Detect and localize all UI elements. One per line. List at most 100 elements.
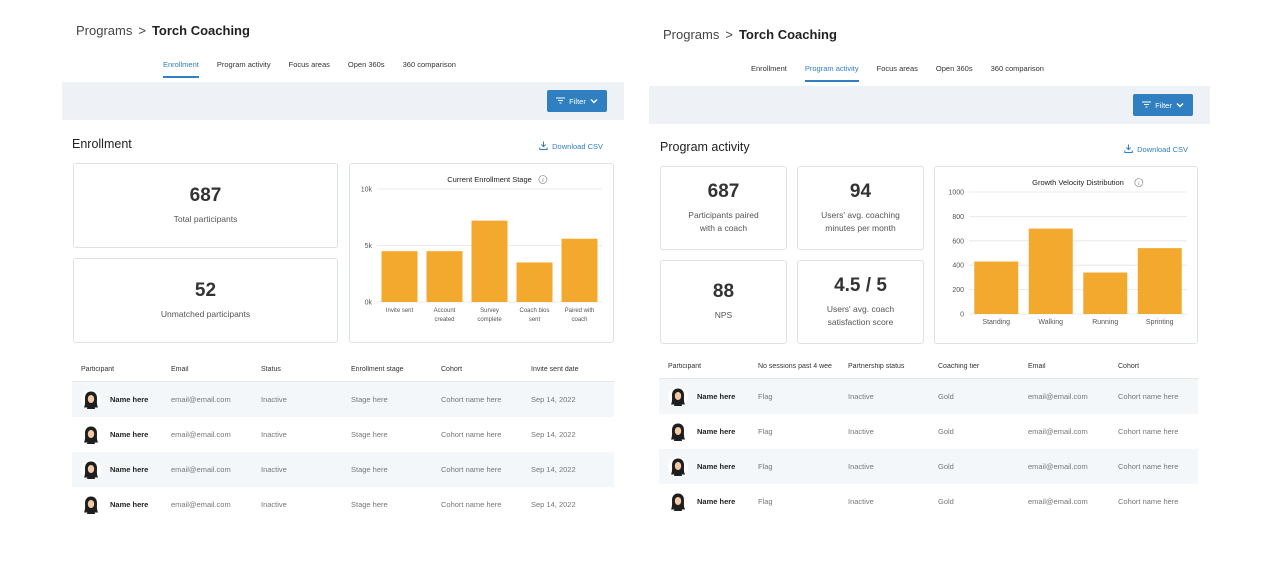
chart-svg: Growth Velocity Distribution i 0 200 400 600 8… <box>948 178 1187 326</box>
table-cell: Gold <box>938 392 954 401</box>
participant-name[interactable]: Name here <box>110 465 149 474</box>
tab-enrollment[interactable]: Enrollment <box>751 64 787 73</box>
download-icon <box>539 141 548 152</box>
tab-focus-areas[interactable]: Focus areas <box>288 60 330 69</box>
table-body: Name here Flag Inactive Gold email@email.com… <box>659 379 1198 519</box>
participant-name[interactable]: Name here <box>110 500 149 509</box>
filter-label: Filter <box>1155 100 1172 110</box>
tab-program-activity[interactable]: Program activity <box>216 60 271 69</box>
download-csv-link[interactable]: Download CSV <box>539 141 603 152</box>
x-tick-label: sent <box>529 317 541 323</box>
download-csv-link[interactable]: Download CSV <box>1124 144 1188 155</box>
avatar-icon <box>81 459 101 480</box>
column-header: Participant <box>668 362 702 370</box>
tab-open-360s[interactable]: Open 360s <box>935 64 973 73</box>
info-icon <box>538 175 548 184</box>
table-row[interactable]: Name here email@email.com Inactive Stage he… <box>72 487 614 522</box>
table-cell: Cohort name here <box>1118 462 1179 471</box>
table-cell: Flag <box>758 427 773 436</box>
y-tick-label: 600 <box>952 238 964 245</box>
x-tick-label: Survey <box>480 308 499 314</box>
x-tick-label: Coach bios <box>519 308 549 314</box>
download-csv-label: Download CSV <box>552 142 603 151</box>
bar <box>426 251 463 302</box>
section-title: Enrollment <box>72 137 132 151</box>
participant-cell: Name here <box>659 386 758 407</box>
tab-focus-areas[interactable]: Focus areas <box>876 64 918 73</box>
breadcrumb: Programs > Torch Coaching <box>663 27 837 42</box>
tab-open-360s[interactable]: Open 360s <box>347 60 385 69</box>
table-header: Participant No sessions past 4 wee Partner… <box>659 354 1198 379</box>
table-cell: Flag <box>758 497 773 506</box>
tab-360-comparison[interactable]: 360 comparison <box>402 60 456 69</box>
table-cell: Stage here <box>351 395 388 404</box>
tab-enrollment[interactable]: Enrollment <box>163 60 199 78</box>
column-header: Status <box>261 365 281 373</box>
stat-label: Total participants <box>173 213 238 224</box>
avatar-icon <box>81 424 101 445</box>
table-cell: Inactive <box>848 392 874 401</box>
filter-bar: Filter <box>649 86 1210 124</box>
table-cell: Sep 14, 2022 <box>531 430 576 439</box>
table-cell: Stage here <box>351 465 388 474</box>
chevron-down-icon <box>1176 101 1184 110</box>
breadcrumb-root[interactable]: Programs <box>663 27 720 42</box>
participant-name[interactable]: Name here <box>110 430 149 439</box>
table-cell: Inactive <box>261 395 287 404</box>
bar <box>1083 272 1128 314</box>
breadcrumb-current: Torch Coaching <box>738 27 837 42</box>
table-cell: email@email.com <box>171 500 231 509</box>
avatar-icon <box>668 456 688 477</box>
table-cell: Cohort name here <box>441 465 502 474</box>
column-header: Email <box>171 365 189 373</box>
participant-name[interactable]: Name here <box>697 462 736 471</box>
tab-bar: Enrollment Program activity Focus areas Ope… <box>163 60 456 78</box>
participant-name[interactable]: Name here <box>697 427 736 436</box>
table-row[interactable]: Name here Flag Inactive Gold email@email.com… <box>659 484 1198 519</box>
table-row[interactable]: Name here email@email.com Inactive Stage he… <box>72 452 614 487</box>
breadcrumb-root[interactable]: Programs <box>76 23 133 38</box>
table-cell: Cohort name here <box>1118 427 1179 436</box>
info-icon-glyph: i <box>542 178 544 184</box>
bar <box>974 261 1019 314</box>
table-cell: Flag <box>758 392 773 401</box>
participant-name[interactable]: Name here <box>697 392 736 401</box>
table-row[interactable]: Name here Flag Inactive Gold email@email.com… <box>659 414 1198 449</box>
breadcrumb-separator: > <box>725 27 733 42</box>
breadcrumb-separator: > <box>138 23 146 38</box>
table-cell: email@email.com <box>1028 497 1088 506</box>
y-tick-label: 1000 <box>948 190 964 197</box>
table-cell: Gold <box>938 462 954 471</box>
chevron-down-icon <box>590 97 598 106</box>
table-cell: email@email.com <box>171 395 231 404</box>
table-cell: Sep 14, 2022 <box>531 395 576 404</box>
table-row[interactable]: Name here Flag Inactive Gold email@email.com… <box>659 379 1198 414</box>
chart-svg: Current Enrollment Stage i 0k 5k 10k Invite s… <box>361 175 602 323</box>
tab-360-comparison[interactable]: 360 comparison <box>990 64 1044 73</box>
stat-value: 52 <box>194 279 217 301</box>
activity-table: Participant No sessions past 4 wee Partner… <box>659 354 1198 524</box>
y-tick-label: 400 <box>952 263 964 270</box>
stat-label: Users' avg. coaching minutes per month <box>821 209 900 233</box>
table-row[interactable]: Name here email@email.com Inactive Stage he… <box>72 417 614 452</box>
table-row[interactable]: Name here email@email.com Inactive Stage he… <box>72 382 614 417</box>
avatar-icon <box>81 494 101 515</box>
bar <box>516 262 553 302</box>
x-tick-label: Account <box>434 308 456 314</box>
y-tick-label: 10k <box>361 187 373 194</box>
chart-title: Current Enrollment Stage <box>447 175 532 184</box>
participant-name[interactable]: Name here <box>110 395 149 404</box>
x-tick-label: Standing <box>982 319 1010 326</box>
tab-program-activity[interactable]: Program activity <box>804 64 859 82</box>
stat-card-unmatched-participants: 52 Unmatched participants <box>73 258 338 343</box>
column-header: Enrollment stage <box>351 365 404 373</box>
filter-button[interactable]: Filter <box>1133 94 1193 116</box>
stat-card-nps: 88 NPS <box>660 260 787 344</box>
stat-value: 687 <box>707 180 740 202</box>
table-row[interactable]: Name here Flag Inactive Gold email@email.com… <box>659 449 1198 484</box>
participant-cell: Name here <box>72 459 171 480</box>
participant-name[interactable]: Name here <box>697 497 736 506</box>
x-tick-label: complete <box>477 317 502 323</box>
participant-cell: Name here <box>72 424 171 445</box>
filter-button[interactable]: Filter <box>547 90 607 112</box>
